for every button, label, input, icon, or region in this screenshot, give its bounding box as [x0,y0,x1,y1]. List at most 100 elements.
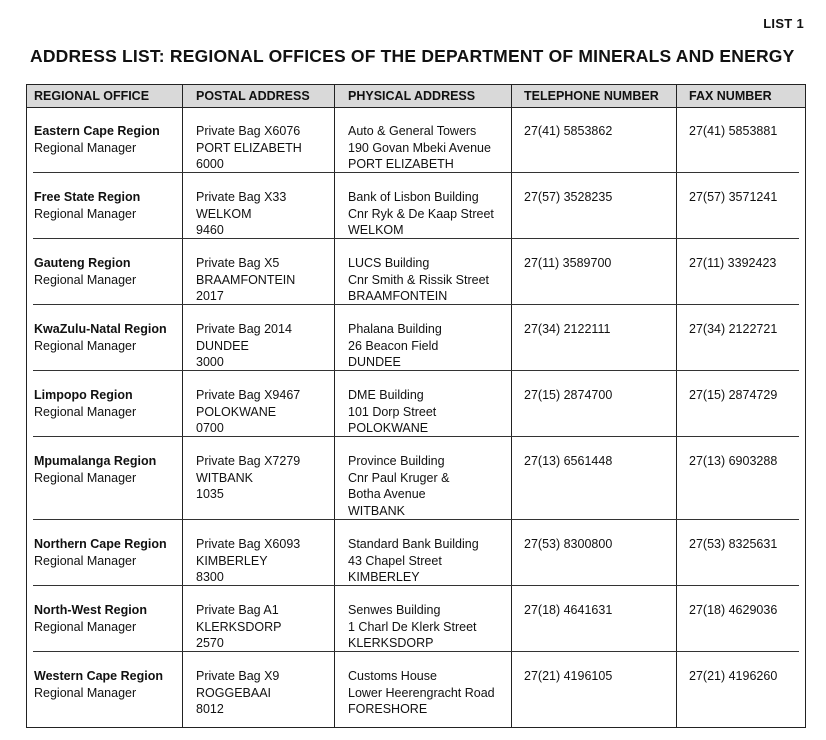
telephone-cell: 27(53) 8300800 [524,536,612,553]
physical-address-cell-line: FORESHORE [348,702,428,716]
header-fax-number: FAX NUMBER [689,89,772,103]
fax-cell-line: 27(57) 3571241 [689,190,778,204]
physical-address-cell: Standard Bank Building 43 Chapel Street KI… [348,536,479,586]
physical-address-cell: Customs House Lower Heerengracht Road FORE… [348,668,495,718]
postal-address-cell-line: 2017 [196,289,224,303]
postal-address-cell: Private Bag X9 ROGGEBAAI 8012 [196,668,279,718]
regional-office-cell-line: Northern Cape Region [34,537,167,551]
physical-address-cell-line: Standard Bank Building [348,537,479,551]
regional-office-cell-line: Regional Manager [34,206,137,221]
list-label: LIST 1 [763,16,804,31]
fax-cell-line: 27(18) 4629036 [689,603,778,617]
regional-office-cell-line: North-West Region [34,603,147,617]
fax-cell: 27(53) 8325631 [689,536,777,553]
postal-address-cell-line: Private Bag X5 [196,256,280,270]
physical-address-cell-line: Bank of Lisbon Building [348,190,479,204]
postal-address-cell: Private Bag X6076 PORT ELIZABETH 6000 [196,123,302,173]
postal-address-cell-line: KIMBERLEY [196,553,268,568]
physical-address-cell-line: Customs House [348,669,437,683]
telephone-cell-line: 27(53) 8300800 [524,537,613,551]
telephone-cell-line: 27(21) 4196105 [524,669,613,683]
physical-address-cell-line: BRAAMFONTEIN [348,289,448,303]
address-table: REGIONAL OFFICE POSTAL ADDRESS PHYSICAL … [26,84,806,728]
regional-office-cell: Gauteng Region Regional Manager [34,255,136,288]
telephone-cell-line: 27(15) 2874700 [524,388,613,402]
physical-address-cell: DME Building 101 Dorp Street POLOKWANE [348,387,436,437]
regional-office-cell: Eastern Cape Region Regional Manager [34,123,160,156]
physical-address-cell-line: 26 Beacon Field [348,338,439,353]
physical-address-cell: Province Building Cnr Paul Kruger & Botha … [348,453,449,519]
fax-cell: 27(18) 4629036 [689,602,777,619]
row-separator [33,370,799,371]
fax-cell-line: 27(11) 3392423 [689,256,777,270]
telephone-cell: 27(21) 4196105 [524,668,612,685]
regional-office-cell-line: Regional Manager [34,619,137,634]
telephone-cell-line: 27(57) 3528235 [524,190,613,204]
postal-address-cell-line: 8012 [196,702,224,716]
fax-cell: 27(41) 5853881 [689,123,777,140]
fax-cell-line: 27(15) 2874729 [689,388,778,402]
physical-address-cell-line: Phalana Building [348,322,442,336]
regional-office-cell: KwaZulu-Natal Region Regional Manager [34,321,167,354]
postal-address-cell-line: DUNDEE [196,338,249,353]
telephone-cell-line: 27(34) 2122111 [524,322,611,336]
physical-address-cell: Bank of Lisbon Building Cnr Ryk & De Kaap… [348,189,494,239]
regional-office-cell-line: Mpumalanga Region [34,454,157,468]
row-separator [33,585,799,586]
regional-office-cell-line: Regional Manager [34,140,137,155]
physical-address-cell-line: WITBANK [348,503,405,518]
physical-address-cell-line: DUNDEE [348,355,401,369]
regional-office-cell-line: Free State Region [34,190,141,204]
row-separator [33,172,799,173]
regional-office-cell: North-West Region Regional Manager [34,602,147,635]
postal-address-cell-line: 2570 [196,636,224,650]
fax-cell: 27(15) 2874729 [689,387,777,404]
column-divider [511,85,512,727]
physical-address-cell-line: Province Building [348,454,445,468]
postal-address-cell-line: Private Bag 2014 [196,322,292,336]
postal-address-cell-line: 3000 [196,355,224,369]
postal-address-cell: Private Bag X5 BRAAMFONTEIN 2017 [196,255,295,305]
telephone-cell: 27(57) 3528235 [524,189,612,206]
physical-address-cell-line: WELKOM [348,223,404,237]
telephone-cell-line: 27(18) 4641631 [524,603,613,617]
postal-address-cell-line: 9460 [196,223,224,237]
telephone-cell: 27(13) 6561448 [524,453,612,470]
postal-address-cell: Private Bag X33 WELKOM 9460 [196,189,286,239]
physical-address-cell: Senwes Building 1 Charl De Klerk Street KL… [348,602,477,652]
physical-address-cell-line: DME Building [348,388,424,402]
postal-address-cell-line: 8300 [196,570,224,584]
fax-cell-line: 27(53) 8325631 [689,537,778,551]
physical-address-cell-line: 43 Chapel Street [348,553,442,568]
fax-cell: 27(13) 6903288 [689,453,777,470]
regional-office-cell-line: KwaZulu-Natal Region [34,322,167,336]
regional-office-cell: Western Cape Region Regional Manager [34,668,163,701]
row-separator [33,304,799,305]
postal-address-cell-line: POLOKWANE [196,404,277,419]
column-divider [334,85,335,727]
regional-office-cell-line: Western Cape Region [34,669,163,683]
header-physical-address: PHYSICAL ADDRESS [348,89,476,103]
physical-address-cell-line: PORT ELIZABETH [348,157,454,171]
physical-address-cell-line: KIMBERLEY [348,570,420,584]
fax-cell-line: 27(13) 6903288 [689,454,778,468]
telephone-cell-line: 27(11) 3589700 [524,256,612,270]
fax-cell: 27(21) 4196260 [689,668,777,685]
fax-cell-line: 27(21) 4196260 [689,669,778,683]
table-header: REGIONAL OFFICE POSTAL ADDRESS PHYSICAL … [27,85,805,108]
postal-address-cell-line: Private Bag X9 [196,669,280,683]
regional-office-cell: Northern Cape Region Regional Manager [34,536,167,569]
fax-cell: 27(57) 3571241 [689,189,777,206]
physical-address-cell-line: Cnr Paul Kruger & [348,470,450,485]
regional-office-cell-line: Regional Manager [34,685,137,700]
telephone-cell: 27(18) 4641631 [524,602,612,619]
physical-address-cell-line: Senwes Building [348,603,441,617]
fax-cell: 27(11) 3392423 [689,255,776,272]
postal-address-cell: Private Bag A1 KLERKSDORP 2570 [196,602,281,652]
regional-office-cell-line: Regional Manager [34,553,137,568]
telephone-cell: 27(15) 2874700 [524,387,612,404]
postal-address-cell-line: 1035 [196,487,224,501]
postal-address-cell-line: 0700 [196,421,224,435]
header-telephone-number: TELEPHONE NUMBER [524,89,659,103]
physical-address-cell-line: 190 Govan Mbeki Avenue [348,140,491,155]
